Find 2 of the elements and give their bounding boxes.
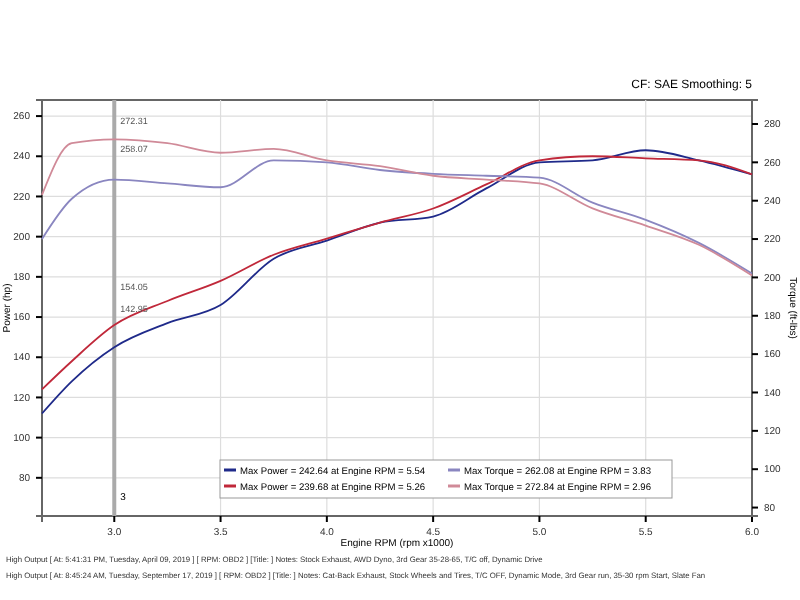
line-series	[41, 138, 753, 277]
line-series	[41, 159, 753, 275]
